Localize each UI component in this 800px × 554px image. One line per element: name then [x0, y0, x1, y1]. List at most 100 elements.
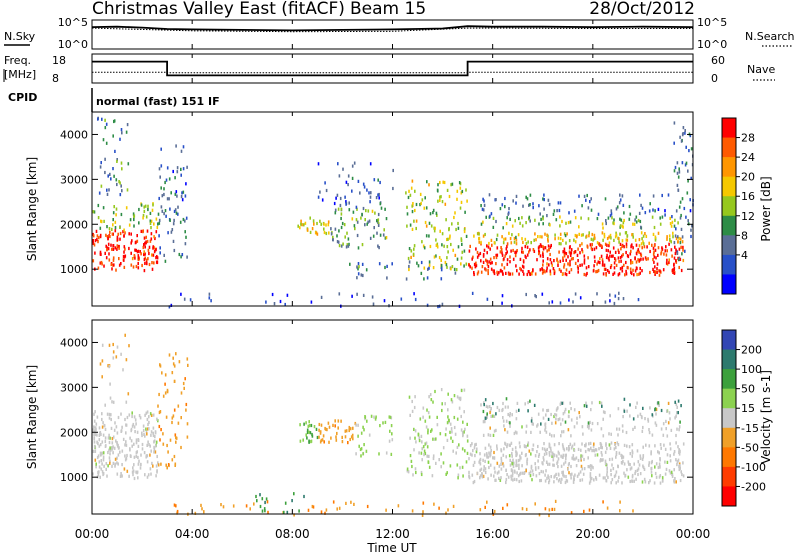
y-tick-label-0: 1000 — [60, 471, 88, 484]
x-tick-label-1: 04:00 — [175, 527, 210, 541]
colorbar-swatch-0 — [722, 118, 736, 139]
colorbar-swatch-5 — [722, 427, 736, 448]
colorbar-swatch-6 — [722, 447, 736, 468]
time-axis: 00:00 04:00 08:00 12:00 16:00 20:00 00:00 — [75, 20, 710, 541]
colorbar-swatch-4 — [722, 196, 736, 217]
colorbar-swatch-6 — [722, 235, 736, 256]
colorbar-tick-label-5: -50 — [741, 441, 759, 454]
time-axis-label: Time UT — [366, 541, 417, 554]
colorbar-tick-label-4: 12 — [741, 210, 755, 223]
y-tick-label-3: 4000 — [60, 128, 88, 141]
noise-panel: N.Sky 10^5 10^0 10^5 10^0 N.Search — [4, 16, 795, 51]
y-tick-label-2: 3000 — [60, 381, 88, 394]
y-tick-label-1: 2000 — [60, 218, 88, 231]
y-tick-label-1: 2000 — [60, 426, 88, 439]
heatmap-region-5 — [330, 206, 388, 250]
y-tick-label-0: 1000 — [60, 263, 88, 276]
power-ylabel: Slant Range [km] — [25, 157, 39, 261]
velocity-heatmap — [92, 333, 685, 518]
date-label: 28/Oct/2012 — [589, 0, 695, 19]
colorbar-swatch-8 — [722, 274, 736, 295]
colorbar-tick-label-1: 100 — [741, 363, 762, 376]
heatmap-region-2 — [99, 333, 130, 407]
colorbar-frame — [721, 329, 737, 507]
heatmap-region-6 — [317, 161, 394, 209]
noise-right-tick-top: 10^5 — [697, 16, 727, 29]
velocity-panel: 1000 2000 3000 4000 Slant Range [km] — [25, 319, 694, 518]
nave-tick-bottom: 0 — [711, 72, 718, 85]
colorbar-tick-label-3: 16 — [741, 190, 755, 203]
noise-left-tick-top: 10^5 — [58, 16, 88, 29]
x-tick-label-4: 16:00 — [475, 527, 510, 541]
colorbar-tick-label-5: 8 — [741, 229, 748, 242]
heatmap-region-10 — [473, 231, 684, 246]
freq-panel: Freq. [MHz] 18 8 60 0 Nave — [3, 53, 775, 85]
heatmap-region-3 — [299, 420, 319, 444]
colorbar-swatch-5 — [722, 215, 736, 236]
heatmap-region-11 — [480, 215, 682, 230]
heatmap-region-10 — [173, 499, 634, 518]
power-heatmap — [92, 116, 694, 309]
colorbar-tick-label-6: -100 — [741, 461, 766, 474]
freq-tick-top: 18 — [52, 54, 66, 67]
colorbar-tick-label-2: 50 — [741, 383, 755, 396]
heatmap-region-3 — [157, 144, 188, 263]
beam-label: Beam 15 — [350, 0, 426, 19]
nave-label: Nave — [747, 63, 775, 76]
velocity-y-ticks: 1000 2000 3000 4000 — [60, 336, 693, 484]
nave-tick-top: 60 — [711, 54, 725, 67]
nsky-line — [91, 25, 694, 32]
x-tick-label-5: 20:00 — [576, 527, 611, 541]
colorbar-tick-label-0: 28 — [741, 132, 755, 145]
colorbar-swatch-4 — [722, 408, 736, 429]
x-tick-label-0: 00:00 — [75, 527, 110, 541]
power-panel: 1000 2000 3000 4000 Slant Range [km] — [25, 111, 694, 309]
heatmap-region-8 — [405, 179, 468, 272]
colorbar-frame — [721, 117, 737, 295]
colorbar-swatch-3 — [722, 388, 736, 409]
power-colorbar: 28 24 20 16 12 8 4 — [721, 117, 755, 295]
velocity-ylabel: Slant Range [km] — [25, 365, 39, 469]
velocity-colorbar-label: Velocity [m s-1] — [759, 370, 773, 464]
freq-unit-label: [MHz] — [4, 68, 36, 81]
heatmap-region-7 — [349, 260, 457, 281]
power-y-ticks: 1000 2000 3000 4000 — [60, 128, 693, 276]
x-tick-label-2: 08:00 — [275, 527, 310, 541]
heatmap-region-8 — [480, 400, 681, 438]
colorbar-tick-label-2: 20 — [741, 171, 755, 184]
colorbar-tick-label-0: 200 — [741, 344, 762, 357]
colorbar-tick-label-4: -15 — [741, 422, 759, 435]
nsearch-label: N.Search — [745, 30, 795, 43]
nsky-label: N.Sky — [4, 30, 36, 43]
heatmap-region-12 — [480, 193, 682, 219]
colorbar-swatch-2 — [722, 369, 736, 390]
colorbar-swatch-1 — [722, 349, 736, 370]
station-title: Christmas Valley East (fitACF) — [92, 0, 345, 19]
heatmap-region-1 — [157, 352, 189, 470]
colorbar-tick-label-6: 4 — [741, 249, 748, 262]
velocity-colorbar: 200 100 50 15 -15 -50 -100 -200 — [721, 329, 766, 507]
noise-right-tick-bottom: 10^0 — [697, 38, 727, 51]
heatmap-region-0 — [92, 229, 159, 273]
colorbar-tick-label-7: -200 — [741, 480, 766, 493]
colorbar-swatch-7 — [722, 254, 736, 275]
freq-tick-bottom: 8 — [52, 72, 59, 85]
heatmap-region-11 — [255, 492, 305, 514]
cpid-row: CPID normal (fast) 151 IF — [8, 88, 220, 112]
colorbar-swatch-1 — [722, 137, 736, 158]
heatmap-region-6 — [406, 388, 469, 480]
colorbar-swatch-3 — [722, 176, 736, 197]
heatmap-region-9 — [482, 397, 682, 426]
colorbar-tick-label-3: 15 — [741, 402, 755, 415]
y-tick-label-3: 4000 — [60, 336, 88, 349]
heatmap-region-2 — [97, 116, 130, 197]
colorbar-tick-label-1: 24 — [741, 151, 755, 164]
heatmap-region-7 — [468, 441, 685, 485]
colorbar-swatch-2 — [722, 157, 736, 178]
y-tick-label-2: 3000 — [60, 173, 88, 186]
power-colorbar-label: Power [dB] — [759, 176, 773, 241]
heatmap-region-4 — [318, 419, 357, 445]
cpid-label: CPID — [8, 91, 37, 104]
heatmap-region-0 — [92, 410, 159, 481]
colorbar-swatch-7 — [722, 466, 736, 487]
